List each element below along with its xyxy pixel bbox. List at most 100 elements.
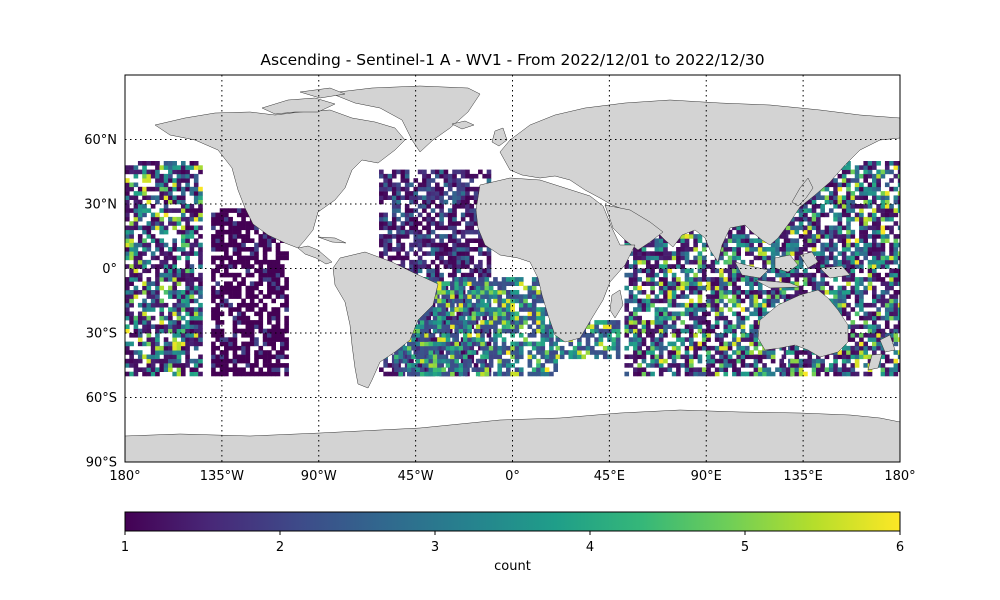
heatmap-cell — [693, 238, 698, 243]
heatmap-cell — [781, 229, 787, 235]
heatmap-cell — [854, 294, 860, 299]
heatmap-cell — [441, 345, 447, 351]
heatmap-cell — [236, 311, 242, 317]
heatmap-cell — [828, 363, 834, 368]
heatmap-cell — [863, 242, 869, 248]
heatmap-cell — [727, 345, 733, 351]
heatmap-cell — [549, 354, 554, 360]
heatmap-cell — [824, 225, 830, 231]
heatmap-cell — [841, 302, 847, 308]
heatmap-cell — [241, 238, 246, 243]
heatmap-cell — [428, 324, 434, 329]
heatmap-cell — [493, 333, 498, 338]
heatmap-cell — [559, 354, 565, 360]
heatmap-cell — [426, 186, 431, 192]
heatmap-cell — [267, 328, 272, 334]
heatmap-cell — [189, 161, 195, 166]
heatmap-cell — [172, 264, 177, 269]
heatmap-cell — [137, 315, 143, 321]
heatmap-cell — [462, 320, 468, 325]
heatmap-cell — [531, 290, 537, 295]
heatmap-cell — [850, 208, 856, 213]
heatmap-cell — [172, 216, 177, 222]
heatmap-cell — [816, 238, 821, 243]
heatmap-cell — [757, 350, 763, 355]
heatmap-cell — [460, 234, 466, 239]
heatmap-cell — [415, 371, 421, 377]
heatmap-cell — [383, 371, 388, 377]
heatmap-cell — [387, 242, 393, 248]
heatmap-cell — [432, 320, 438, 325]
heatmap-cell — [667, 298, 673, 304]
heatmap-cell — [841, 259, 847, 265]
heatmap-cell — [176, 255, 182, 261]
heatmap-cell — [172, 324, 177, 329]
heatmap-cell — [245, 345, 251, 351]
heatmap-cell — [807, 354, 813, 360]
heatmap-cell — [155, 216, 160, 222]
heatmap-cell — [671, 272, 677, 278]
heatmap-cell — [176, 208, 182, 213]
heatmap-cell — [155, 358, 160, 364]
land-british-isles — [491, 127, 508, 147]
heatmap-cell — [435, 268, 440, 274]
heatmap-cell — [271, 285, 276, 291]
heatmap-cell — [133, 290, 139, 295]
heatmap-cell — [193, 238, 199, 243]
heatmap-cell — [159, 320, 165, 325]
heatmap-cell — [262, 354, 268, 360]
heatmap-cell — [867, 302, 873, 308]
heatmap-cell — [811, 371, 817, 377]
heatmap-cell — [568, 354, 574, 360]
heatmap-cell — [456, 264, 462, 269]
heatmap-cell — [598, 320, 604, 325]
heatmap-cell — [193, 363, 199, 368]
heatmap-cell — [447, 178, 453, 183]
heatmap-cell — [897, 307, 900, 312]
heatmap-cell — [884, 371, 890, 377]
heatmap-cell — [198, 169, 203, 175]
heatmap-cell — [284, 337, 289, 342]
heatmap-cell — [820, 358, 825, 364]
heatmap-cell — [540, 354, 546, 360]
heatmap-cell — [133, 358, 139, 364]
heatmap-cell — [540, 333, 546, 338]
heatmap-cell — [497, 294, 503, 299]
heatmap-cell — [219, 229, 225, 235]
heatmap-cell — [443, 169, 449, 175]
map-frame — [124, 74, 901, 463]
heatmap-cell — [245, 212, 251, 218]
heatmap-cell — [794, 367, 800, 372]
heatmap-cell — [424, 337, 429, 342]
heatmap-cell — [785, 238, 791, 243]
heatmap-cell — [736, 315, 741, 321]
heatmap-cell — [155, 350, 160, 355]
heatmap-cell — [280, 363, 285, 368]
heatmap-cell — [467, 290, 472, 295]
heatmap-cell — [803, 204, 808, 209]
heatmap-cell — [189, 268, 195, 274]
heatmap-cell — [275, 367, 281, 372]
heatmap-cell — [884, 285, 890, 291]
heatmap-cell — [456, 204, 462, 209]
heatmap-cell — [241, 216, 246, 222]
heatmap-cell — [889, 255, 894, 261]
heatmap-cell — [168, 255, 173, 261]
heatmap-cell — [676, 363, 681, 368]
heatmap-cell — [219, 259, 225, 265]
land-caribbean — [317, 236, 347, 244]
heatmap-cell — [889, 298, 894, 304]
heatmap-cell — [193, 324, 199, 329]
heatmap-cell — [415, 328, 421, 334]
heatmap-cell — [224, 290, 229, 295]
heatmap-cell — [224, 350, 229, 355]
heatmap-cell — [404, 251, 410, 256]
heatmap-cell — [732, 285, 737, 291]
heatmap-cell — [172, 363, 177, 368]
heatmap-cell — [749, 238, 754, 243]
heatmap-cell — [837, 367, 843, 372]
heatmap-cell — [689, 285, 694, 291]
heatmap-cell — [859, 234, 864, 239]
heatmap-cell — [445, 320, 451, 325]
heatmap-cell — [824, 186, 830, 192]
